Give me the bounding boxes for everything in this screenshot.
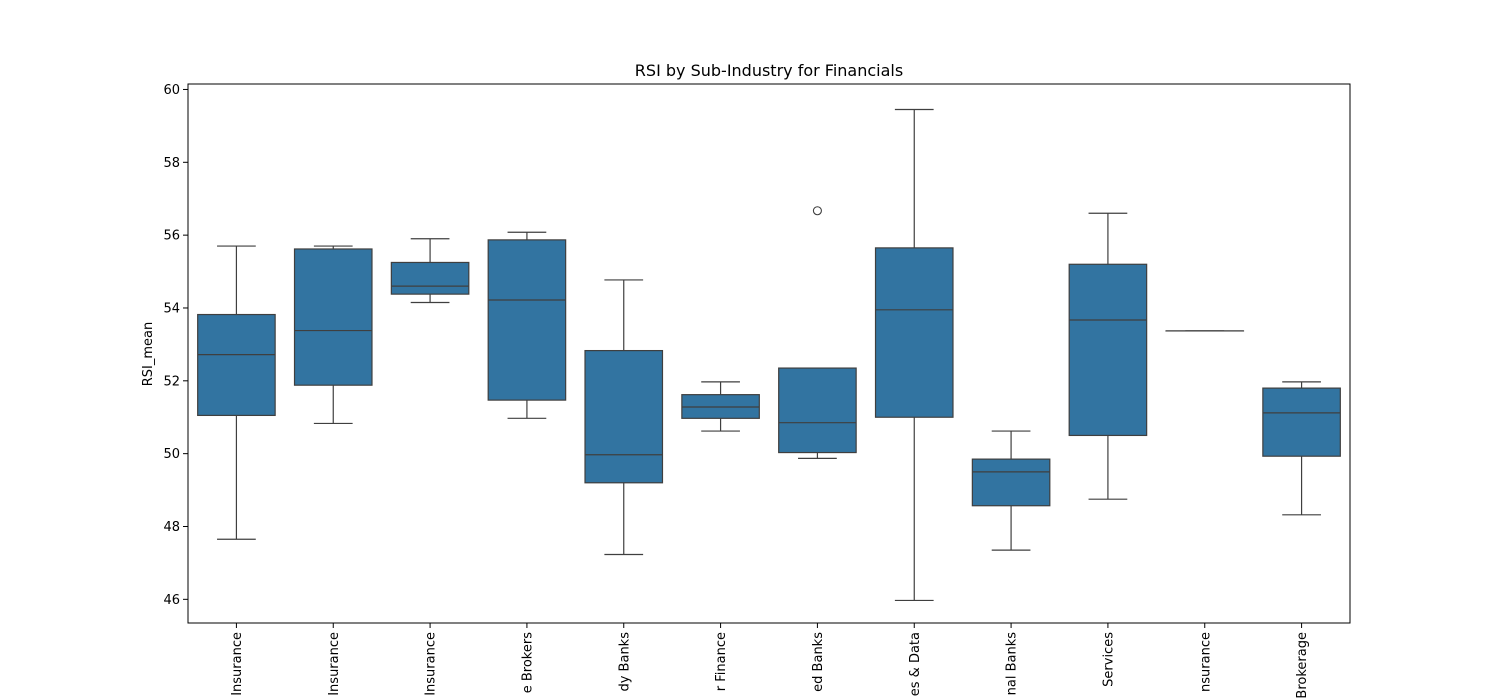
box-group [584, 279, 664, 556]
x-tick-label: es & Data [908, 632, 923, 696]
box-iqr [197, 313, 276, 417]
x-tick-label: Insurance [230, 632, 245, 696]
x-tick-label: r Finance [714, 632, 729, 691]
box-iqr [390, 261, 470, 295]
x-tick-label: Insurance [327, 632, 342, 696]
x-tick-label: e Brokers [520, 632, 535, 693]
box-iqr [584, 349, 664, 484]
y-tick-label: 60 [163, 83, 180, 98]
y-tick-label: 50 [163, 447, 180, 462]
y-tick-label: 54 [163, 301, 180, 316]
box-group [487, 231, 567, 419]
box-iqr [1262, 387, 1341, 457]
plot-area-frame [187, 83, 1351, 624]
x-tick-label: nal Banks [1005, 632, 1020, 696]
x-tick-label: Insurance [424, 632, 439, 696]
chart-title: RSI by Sub-Industry for Financials [635, 61, 903, 80]
y-tick-label: 52 [163, 374, 180, 389]
box-group [874, 108, 954, 602]
x-tick-label: Brokerage [1295, 632, 1310, 699]
box-iqr [874, 247, 954, 418]
box-group [390, 238, 470, 304]
box-group [293, 245, 373, 425]
x-axis-ticks: Insurance Insurance Insurance e Brokers dy B… [230, 623, 1310, 699]
box-iqr [778, 367, 857, 454]
outlier-point [812, 206, 822, 216]
box-group [971, 430, 1051, 551]
box-group [1068, 212, 1148, 500]
y-tick-label: 46 [163, 593, 180, 608]
box-group [681, 381, 760, 432]
y-tick-label: 58 [163, 156, 180, 171]
y-axis-label: RSI_mean [141, 322, 156, 387]
box-iqr [293, 248, 373, 386]
x-tick-label: Services [1101, 632, 1116, 687]
box-group [778, 206, 857, 459]
y-tick-label: 56 [163, 229, 180, 244]
x-tick-label: nsurance [1198, 632, 1213, 692]
box-group [197, 245, 276, 540]
x-tick-label: dy Banks [617, 632, 632, 692]
y-tick-label: 48 [163, 520, 180, 535]
box-group [1262, 381, 1341, 516]
y-axis-ticks: 46 48 50 52 54 56 58 60 [163, 83, 188, 608]
x-tick-label: ed Banks [811, 632, 826, 692]
box-iqr [1068, 263, 1148, 437]
boxes-layer [197, 108, 1341, 602]
box-iqr [971, 458, 1051, 507]
box-iqr [487, 239, 567, 401]
